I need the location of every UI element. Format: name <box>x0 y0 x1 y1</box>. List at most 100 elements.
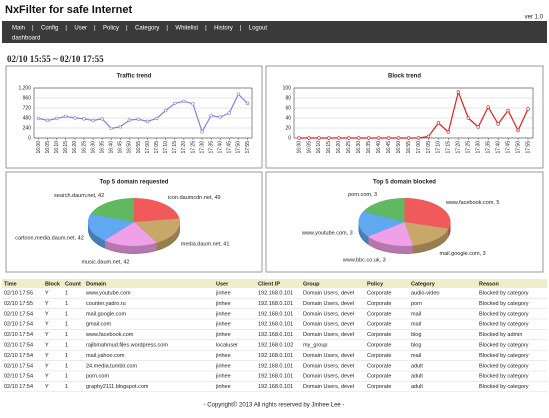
data-point <box>100 117 104 121</box>
nav-item[interactable]: User <box>74 26 87 32</box>
table-cell: graphy2111.blogspot.com <box>86 384 149 390</box>
pie-slice <box>363 198 405 222</box>
y-tick-label: 80 <box>285 95 291 101</box>
chart-title: Block trend <box>388 74 421 80</box>
chart-title: Top 5 domain requested <box>100 180 169 186</box>
data-point <box>526 107 530 111</box>
nav-separator: | <box>94 26 96 32</box>
table-cell: 1 <box>65 342 68 348</box>
table-cell: rajibmahmud.files.wordpress.com <box>86 342 168 348</box>
table-cell: Domain Users, devel <box>303 374 354 380</box>
nav-item[interactable]: Config <box>41 26 58 32</box>
nav-item[interactable]: Policy <box>103 26 119 32</box>
table-cell: localuser <box>216 342 238 348</box>
data-point <box>200 130 204 134</box>
pie-label: media.daum.net, 41 <box>181 241 230 247</box>
data-point <box>416 136 421 140</box>
x-tick-label: 17:15 <box>446 141 452 154</box>
table-header: Domain <box>86 281 107 287</box>
table-cell: 02/10 17:54 <box>4 353 33 359</box>
x-tick-label: 17:45 <box>505 141 511 154</box>
x-tick-label: 17:45 <box>227 141 233 154</box>
x-tick-label: 17:50 <box>515 141 521 154</box>
pie-label: www.bbc.co.uk, 3 <box>342 257 386 263</box>
table-cell: Corporate <box>367 353 391 359</box>
table-cell: Y <box>45 363 49 369</box>
nav-separator: | <box>240 26 242 32</box>
x-tick-label: 16:45 <box>118 141 124 154</box>
pie-label: porn.com, 3 <box>348 192 377 198</box>
table-cell: my_group <box>303 342 327 348</box>
pie-label: cartoon.media.daum.net, 42 <box>15 236 84 242</box>
nav-item[interactable]: Main <box>12 26 25 32</box>
x-tick-label: 17:20 <box>181 141 187 154</box>
nav-item[interactable]: Category <box>135 26 159 32</box>
x-tick-label: 16:25 <box>346 141 352 154</box>
pie-slice <box>404 198 451 229</box>
table-header: Policy <box>367 281 384 287</box>
table-cell: audio-video <box>411 290 439 296</box>
pie-slice <box>88 213 134 241</box>
data-point <box>347 136 351 140</box>
y-tick-label: 240 <box>23 125 32 131</box>
table-cell: mail.google.com <box>86 311 126 317</box>
y-tick-label: 480 <box>23 115 32 121</box>
nav-item[interactable]: History <box>214 26 233 32</box>
x-tick-label: 16:45 <box>386 141 392 154</box>
data-point <box>173 101 177 106</box>
pie-label: icon.daumcdn.net, 49 <box>168 195 221 201</box>
table-cell: 192.168.0.101 <box>258 363 293 369</box>
table-cell: Y <box>45 342 49 348</box>
table-cell: 1 <box>65 374 68 380</box>
table-cell: mail.yahoo.com <box>86 353 125 359</box>
table-cell: 02/10 17:54 <box>4 311 33 317</box>
table-cell: 02/10 17:54 <box>4 384 33 390</box>
x-tick-label: 16:35 <box>366 141 372 154</box>
table-cell: Y <box>45 301 49 307</box>
x-tick-label: 17:00 <box>416 141 422 154</box>
x-tick-label: 16:40 <box>376 141 382 154</box>
x-tick-label: 17:55 <box>525 141 531 154</box>
pie-label: search.daum.net, 42 <box>54 193 104 199</box>
x-tick-label: 17:50 <box>236 141 242 154</box>
chart-title: Top 5 domain blocked <box>373 180 436 186</box>
nav-sub[interactable]: dashboard <box>12 36 40 42</box>
x-tick-label: 16:15 <box>326 141 332 154</box>
table-cell: Blocked by admin <box>479 332 522 338</box>
data-point <box>327 136 331 140</box>
table-cell: www.facebook.com <box>85 332 134 338</box>
nav-item[interactable]: Whitelist <box>175 26 198 32</box>
data-point <box>496 122 500 126</box>
pie-label: www.youtube.com, 3 <box>301 230 353 236</box>
data-point <box>73 116 77 120</box>
x-tick-label: 16:55 <box>136 141 142 154</box>
table-cell: Blocked by category <box>479 384 529 390</box>
x-tick-label: 17:15 <box>172 141 178 154</box>
table-cell: 02/10 17:54 <box>4 374 33 380</box>
table-cell: adult <box>411 384 423 390</box>
data-point <box>227 111 231 115</box>
data-point <box>45 118 50 123</box>
table-cell: 1 <box>65 301 68 307</box>
x-tick-label: 16:20 <box>336 141 342 154</box>
table-cell: 1 <box>65 363 68 369</box>
data-point <box>297 136 301 140</box>
data-point <box>145 119 150 124</box>
table-cell: Corporate <box>367 384 391 390</box>
x-tick-label: 16:40 <box>109 141 115 154</box>
table-cell: jinhee <box>215 374 231 380</box>
date-range: 02/10 15:55 ~ 02/10 17:55 <box>7 54 104 64</box>
nav-item[interactable]: Logout <box>249 26 268 32</box>
version: ver 1.0 <box>525 15 544 21</box>
x-tick-label: 16:30 <box>356 141 362 154</box>
data-point <box>191 102 195 106</box>
x-tick-label: 17:40 <box>495 141 501 154</box>
panel <box>265 65 544 169</box>
data-point <box>109 126 113 131</box>
pie-slice <box>367 222 413 246</box>
x-tick-label: 17:05 <box>154 141 160 154</box>
x-tick-label: 17:30 <box>199 141 205 154</box>
table-cell: 192.168.0.101 <box>258 311 293 317</box>
table-cell: Corporate <box>367 301 391 307</box>
table-cell: adult <box>411 363 423 369</box>
